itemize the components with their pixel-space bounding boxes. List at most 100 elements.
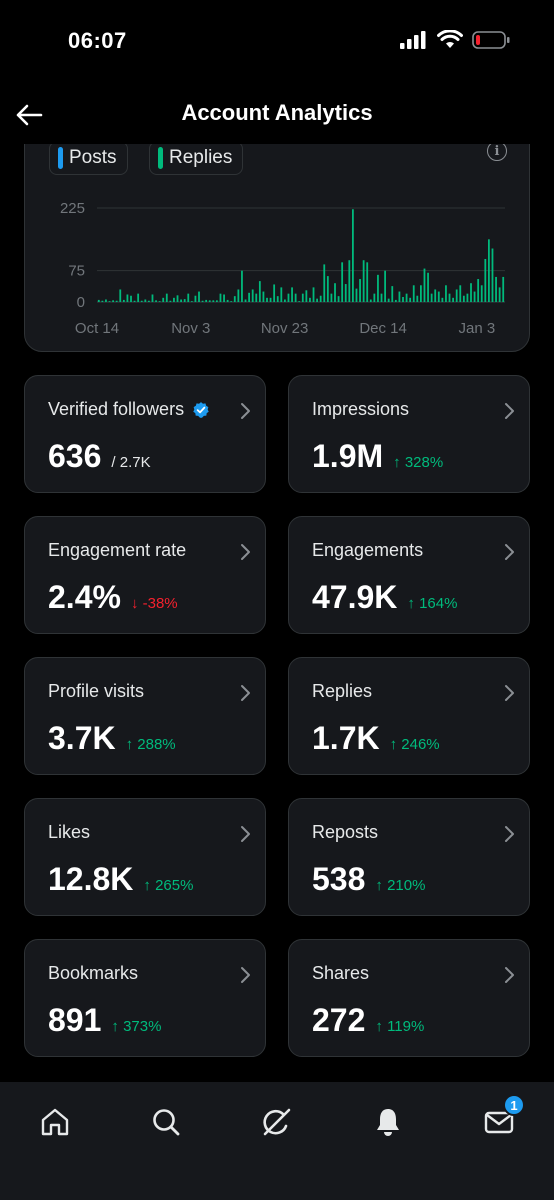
replies-bar	[187, 293, 190, 302]
metric-change: ↑ 265%	[143, 877, 193, 894]
metric-card-impressions[interactable]: Impressions 1.9M ↑ 328%	[288, 375, 530, 493]
replies-bar	[437, 291, 440, 302]
arrow-down-icon: ↓	[130, 595, 139, 612]
replies-bar	[165, 293, 168, 302]
metric-card-engagements[interactable]: Engagements 47.9K ↑ 164%	[288, 516, 530, 634]
replies-bar	[180, 299, 182, 302]
replies-swatch	[158, 147, 163, 169]
replies-bar	[276, 296, 279, 302]
legend-replies[interactable]: Replies	[149, 141, 244, 175]
replies-bar	[173, 297, 175, 302]
replies-bar	[183, 299, 186, 302]
replies-bar	[248, 292, 250, 302]
metric-value-row: 47.9K ↑ 164%	[312, 579, 457, 616]
replies-bar	[112, 300, 114, 302]
home-icon	[41, 1108, 69, 1136]
replies-bar	[169, 300, 172, 302]
replies-bar	[384, 270, 386, 302]
page-title: Account Analytics	[181, 100, 373, 125]
metric-change: ↑ 328%	[393, 454, 443, 471]
replies-bar	[341, 262, 344, 302]
metric-change-value: 119%	[387, 1018, 425, 1035]
notifications-icon	[377, 1109, 399, 1136]
replies-bar	[266, 297, 268, 302]
metric-change: ↑ 288%	[126, 736, 176, 753]
nav-notifications[interactable]	[366, 1100, 410, 1144]
back-button[interactable]	[14, 100, 44, 130]
metric-card-shares[interactable]: Shares 272 ↑ 119%	[288, 939, 530, 1057]
metric-change: ↓ -38%	[131, 595, 178, 612]
nav-grok[interactable]	[255, 1100, 299, 1144]
metric-change-value: 328%	[404, 454, 444, 471]
replies-bar	[420, 285, 422, 302]
replies-bar	[144, 299, 147, 302]
replies-bar	[148, 300, 150, 302]
header: Account Analytics	[0, 86, 554, 144]
replies-bar	[380, 293, 383, 302]
replies-bar	[430, 293, 433, 302]
replies-bar	[448, 293, 451, 302]
cellular-signal-icon	[400, 30, 426, 49]
replies-bar	[284, 299, 286, 302]
nav-home[interactable]	[33, 1100, 77, 1144]
arrow-up-icon: ↑	[375, 1018, 383, 1035]
metric-value: 3.7K	[48, 720, 116, 756]
metric-label: Reposts	[312, 822, 379, 842]
replies-bar	[298, 301, 301, 302]
replies-bar	[258, 281, 261, 302]
replies-bar	[337, 296, 340, 302]
replies-bar	[348, 260, 351, 302]
metric-change: ↑ 164%	[407, 595, 457, 612]
nav-messages[interactable]: 1	[477, 1094, 525, 1144]
grok-icon	[263, 1108, 291, 1136]
arrow-up-icon: ↑	[407, 595, 415, 612]
bottom-nav: 1	[0, 1082, 554, 1200]
metric-value-row: 12.8K ↑ 265%	[48, 861, 193, 898]
metric-label: Engagements	[312, 540, 424, 560]
chevron-right-icon	[241, 967, 250, 983]
replies-bar	[366, 262, 369, 302]
replies-bar	[334, 283, 336, 302]
replies-bar	[119, 289, 122, 302]
metric-card-bookmarks[interactable]: Bookmarks 891 ↑ 373%	[24, 939, 266, 1057]
chevron-right-icon	[241, 685, 250, 701]
replies-bar	[130, 295, 132, 302]
metric-value-row: 2.4% ↓ -38%	[48, 579, 178, 616]
replies-bar	[151, 294, 154, 302]
arrow-up-icon: ↑	[143, 877, 151, 894]
metric-label: Verified followers	[48, 399, 210, 420]
y-tick-label: 75	[68, 263, 85, 280]
chevron-right-icon	[505, 544, 514, 560]
replies-bar	[462, 295, 465, 302]
metric-card-likes[interactable]: Likes 12.8K ↑ 265%	[24, 798, 266, 916]
replies-bar	[140, 300, 143, 302]
replies-bar	[373, 293, 376, 302]
replies-bar	[405, 293, 408, 302]
metric-value: 891	[48, 1002, 102, 1038]
metric-label: Bookmarks	[48, 963, 139, 983]
replies-bar	[473, 291, 476, 302]
info-icon[interactable]: i	[487, 141, 507, 161]
replies-bar	[97, 299, 100, 302]
metric-value: 636	[48, 438, 102, 474]
metric-card-replies[interactable]: Replies 1.7K ↑ 246%	[288, 657, 530, 775]
status-icons	[400, 30, 510, 49]
replies-bar	[133, 300, 136, 302]
chevron-right-icon	[241, 403, 250, 419]
metric-card-reposts[interactable]: Reposts 538 ↑ 210%	[288, 798, 530, 916]
replies-bar	[155, 300, 157, 302]
replies-bar	[495, 276, 497, 302]
chevron-right-icon	[241, 544, 250, 560]
replies-bar	[502, 276, 505, 302]
metric-card-profile-visits[interactable]: Profile visits 3.7K ↑ 288%	[24, 657, 266, 775]
replies-bar	[294, 293, 297, 302]
metric-card-engagement-rate[interactable]: Engagement rate 2.4% ↓ -38%	[24, 516, 266, 634]
replies-bar	[369, 299, 372, 302]
chevron-right-icon	[505, 826, 514, 842]
replies-bar	[237, 289, 240, 302]
metric-card-verified-followers[interactable]: Verified followers 636 / 2.7K	[24, 375, 266, 493]
legend-posts[interactable]: Posts	[49, 141, 128, 175]
replies-bar	[216, 300, 218, 302]
nav-search[interactable]	[144, 1100, 188, 1144]
legend-posts-label: Posts	[69, 147, 117, 168]
